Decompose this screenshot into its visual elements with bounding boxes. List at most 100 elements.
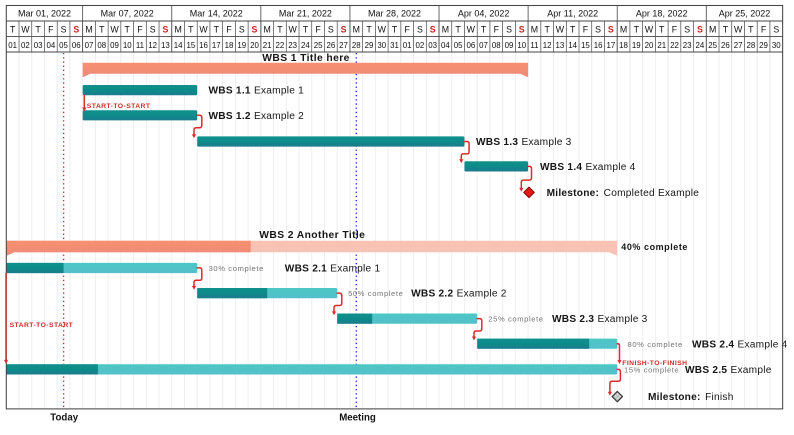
svg-text:17: 17 — [212, 41, 221, 50]
svg-text:S: S — [684, 24, 690, 34]
svg-text:Mar 07, 2022: Mar 07, 2022 — [101, 9, 154, 19]
svg-text:F: F — [137, 24, 143, 34]
svg-text:14: 14 — [174, 41, 183, 50]
svg-text:M: M — [442, 24, 449, 34]
svg-text:10: 10 — [123, 41, 132, 50]
svg-text:Apr 04, 2022: Apr 04, 2022 — [458, 9, 510, 19]
svg-text:01: 01 — [8, 41, 17, 50]
svg-text:13: 13 — [556, 41, 565, 50]
svg-text:T: T — [545, 24, 551, 34]
svg-text:T: T — [10, 24, 16, 34]
svg-text:S: S — [595, 24, 601, 34]
svg-text:24: 24 — [301, 41, 310, 50]
svg-text:20: 20 — [250, 41, 259, 50]
svg-text:Mar 01, 2022: Mar 01, 2022 — [18, 9, 71, 19]
svg-text:23: 23 — [683, 41, 692, 50]
svg-text:27: 27 — [339, 41, 348, 50]
svg-text:S: S — [73, 24, 79, 34]
svg-text:18: 18 — [225, 41, 234, 50]
svg-text:F: F — [226, 24, 232, 34]
svg-text:M: M — [531, 24, 538, 34]
svg-text:20: 20 — [645, 41, 654, 50]
svg-text:16: 16 — [594, 41, 603, 50]
svg-text:06: 06 — [466, 41, 475, 50]
svg-text:M: M — [85, 24, 92, 34]
svg-text:17: 17 — [606, 41, 615, 50]
svg-text:F: F — [48, 24, 54, 34]
svg-text:W: W — [289, 24, 298, 34]
svg-text:T: T — [303, 24, 309, 34]
svg-text:07: 07 — [85, 41, 94, 50]
svg-text:25: 25 — [314, 41, 323, 50]
svg-text:M: M — [709, 24, 716, 34]
svg-text:18: 18 — [619, 41, 628, 50]
svg-text:Apr 25, 2022: Apr 25, 2022 — [719, 9, 771, 19]
svg-text:S: S — [519, 24, 525, 34]
svg-text:S: S — [328, 24, 334, 34]
svg-text:F: F — [494, 24, 500, 34]
svg-text:15% complete: 15% complete — [624, 366, 679, 375]
svg-text:05: 05 — [454, 41, 463, 50]
svg-text:T: T — [214, 24, 220, 34]
svg-text:M: M — [174, 24, 181, 34]
svg-text:Mar 28, 2022: Mar 28, 2022 — [368, 9, 421, 19]
svg-text:23: 23 — [288, 41, 297, 50]
svg-text:28: 28 — [352, 41, 361, 50]
svg-text:T: T — [481, 24, 487, 34]
svg-text:M: M — [264, 24, 271, 34]
svg-text:14: 14 — [568, 41, 577, 50]
svg-text:T: T — [455, 24, 461, 34]
svg-text:S: S — [61, 24, 67, 34]
svg-text:26: 26 — [326, 41, 335, 50]
svg-text:T: T — [392, 24, 398, 34]
svg-text:03: 03 — [34, 41, 43, 50]
svg-text:28: 28 — [746, 41, 755, 50]
svg-text:S: S — [506, 24, 512, 34]
svg-text:S: S — [697, 24, 703, 34]
svg-text:29: 29 — [759, 41, 768, 50]
svg-text:26: 26 — [721, 41, 730, 50]
svg-text:09: 09 — [110, 41, 119, 50]
svg-text:S: S — [162, 24, 168, 34]
svg-text:21: 21 — [263, 41, 272, 50]
svg-text:30: 30 — [772, 41, 781, 50]
svg-text:S: S — [252, 24, 258, 34]
svg-text:04: 04 — [441, 41, 450, 50]
svg-text:01: 01 — [403, 41, 412, 50]
svg-text:W: W — [734, 24, 743, 34]
svg-text:Apr 11, 2022: Apr 11, 2022 — [547, 9, 598, 19]
svg-text:19: 19 — [237, 41, 246, 50]
svg-text:Milestone:Completed Example: Milestone: Completed Example — [547, 188, 700, 199]
svg-text:27: 27 — [734, 41, 743, 50]
svg-text:T: T — [99, 24, 105, 34]
svg-text:W: W — [21, 24, 30, 34]
svg-text:WBS 2 Another Title: WBS 2 Another Title — [259, 230, 365, 241]
svg-text:12: 12 — [148, 41, 157, 50]
svg-text:11: 11 — [136, 41, 144, 50]
svg-text:09: 09 — [505, 41, 514, 50]
svg-text:Mar 14, 2022: Mar 14, 2022 — [190, 9, 243, 19]
svg-text:W: W — [378, 24, 387, 34]
svg-text:40% complete: 40% complete — [621, 242, 688, 252]
svg-text:80% complete: 80% complete — [628, 340, 683, 349]
svg-text:T: T — [570, 24, 576, 34]
svg-text:S: S — [430, 24, 436, 34]
svg-text:T: T — [748, 24, 754, 34]
svg-text:02: 02 — [21, 41, 30, 50]
svg-text:15: 15 — [186, 41, 195, 50]
svg-text:WBS 1 Title here: WBS 1 Title here — [262, 53, 349, 64]
svg-text:W: W — [556, 24, 565, 34]
svg-text:FINISH-TO-FINISH: FINISH-TO-FINISH — [622, 360, 687, 367]
svg-text:22: 22 — [670, 41, 679, 50]
svg-text:12: 12 — [543, 41, 552, 50]
svg-text:30% complete: 30% complete — [209, 264, 264, 273]
svg-text:10: 10 — [517, 41, 526, 50]
svg-text:03: 03 — [428, 41, 437, 50]
svg-text:16: 16 — [199, 41, 208, 50]
svg-text:S: S — [150, 24, 156, 34]
